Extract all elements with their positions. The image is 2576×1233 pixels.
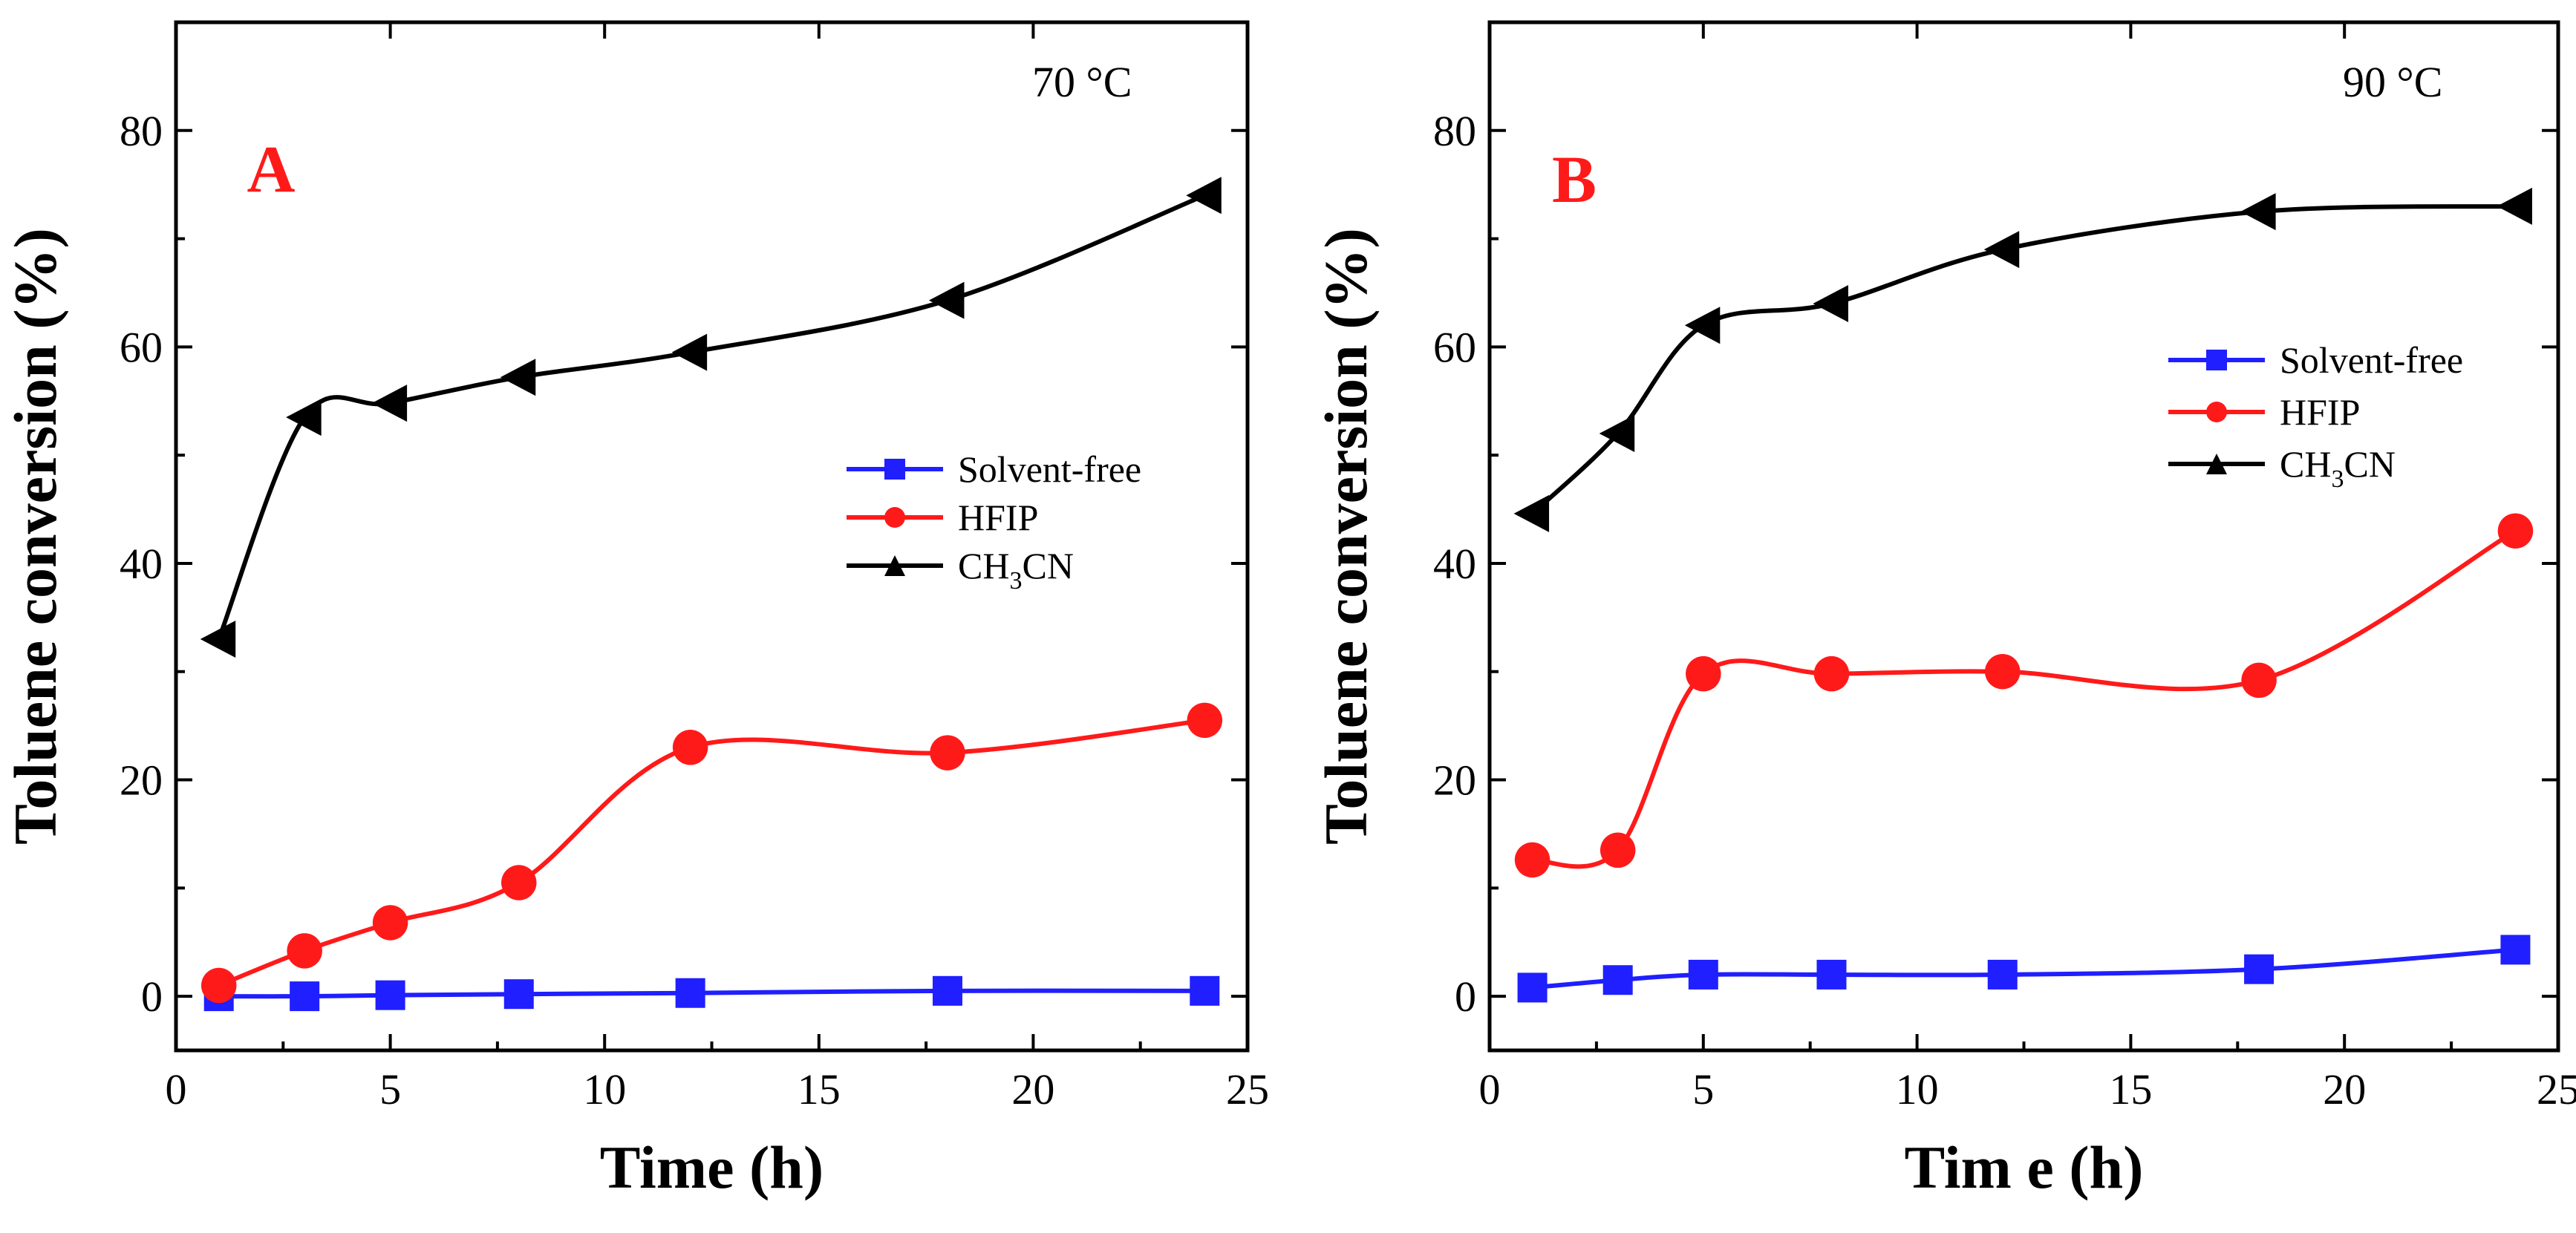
legend-label-solvent-free: Solvent-free — [2280, 339, 2463, 381]
data-point-hfip — [2497, 513, 2534, 549]
x-tick-label: 5 — [1692, 1065, 1714, 1113]
data-point-hfip — [930, 735, 965, 771]
legend-marker-ch-cn — [2206, 454, 2227, 474]
x-axis-title: Time (h) — [600, 1134, 824, 1201]
data-point-hfip — [1984, 653, 2021, 690]
legend-marker-solvent-free — [884, 459, 905, 480]
series-line-solvent-free — [1532, 947, 2516, 990]
data-point-solvent-free — [1688, 959, 1718, 990]
legend-label-hfip: HFIP — [958, 497, 1038, 538]
data-point-solvent-free — [503, 979, 534, 1010]
panel-b: 0 5 10 15 20 25 0 20 40 60 80 Tim e (h) Toluene conv… — [1312, 20, 2576, 1201]
y-tick-label: 60 — [120, 323, 163, 371]
data-point-hfip — [372, 905, 408, 941]
y-tick-label: 80 — [1433, 107, 1476, 155]
data-point-ch-cn — [1186, 177, 1222, 215]
data-point-solvent-free — [1517, 972, 1548, 1003]
y-axis-title: Toluene conversion (%) — [1312, 228, 1380, 845]
temperature-label: 70 °C — [1032, 58, 1132, 106]
legend-label-hfip: HFIP — [2280, 391, 2360, 433]
data-point-ch-cn — [928, 281, 965, 319]
data-point-solvent-free — [1190, 975, 1220, 1006]
x-tick-label: 5 — [379, 1065, 401, 1113]
data-point-ch-cn — [1813, 285, 1848, 323]
data-point-hfip — [672, 730, 708, 765]
series-line-solvent-free — [218, 988, 1205, 999]
data-point-hfip — [2241, 662, 2277, 699]
data-point-ch-cn — [2240, 193, 2276, 231]
x-tick-label: 25 — [2537, 1065, 2576, 1113]
x-tick-label: 15 — [798, 1065, 841, 1113]
x-tick-label: 0 — [166, 1065, 187, 1113]
data-point-ch-cn — [2497, 187, 2532, 225]
series-line-hfip — [218, 718, 1205, 988]
y-tick-label: 0 — [1455, 972, 1476, 1021]
legend-marker-ch-cn — [884, 555, 905, 576]
data-point-ch-cn — [1983, 231, 2020, 269]
data-point-hfip — [287, 933, 322, 969]
x-tick-label: 20 — [2323, 1065, 2366, 1113]
legend-marker-hfip — [884, 507, 905, 528]
data-point-solvent-free — [2244, 954, 2275, 984]
data-point-ch-cn — [371, 385, 408, 422]
y-tick-label: 80 — [120, 107, 163, 155]
plot-frame — [174, 20, 1250, 1053]
x-axis-title: Tim e (h) — [1905, 1134, 2144, 1201]
data-point-ch-cn — [1684, 307, 1721, 344]
x-tick-label: 10 — [1896, 1065, 1939, 1113]
y-tick-label: 40 — [1433, 540, 1476, 588]
data-point-ch-cn — [200, 621, 236, 658]
legend-marker-hfip — [2206, 402, 2227, 422]
data-point-ch-cn — [671, 333, 708, 371]
y-tick-label: 20 — [1433, 756, 1476, 805]
panel-label: B — [1552, 143, 1597, 217]
data-point-ch-cn — [1599, 415, 1635, 452]
panel-label: A — [247, 133, 296, 206]
data-point-solvent-free — [2500, 935, 2531, 965]
data-point-hfip — [1187, 702, 1223, 739]
temperature-label: 90 °C — [2343, 58, 2442, 106]
x-tick-label: 20 — [1011, 1065, 1054, 1113]
data-point-hfip — [501, 865, 537, 900]
y-tick-label: 40 — [120, 540, 163, 588]
panel-a: 0 5 10 15 20 25 0 20 40 60 80 Time (h) Toluene conve… — [1, 20, 1269, 1201]
x-tick-label: 25 — [1226, 1065, 1269, 1113]
data-point-hfip — [1686, 655, 1721, 692]
data-point-solvent-free — [290, 981, 320, 1012]
series-line-hfip — [1532, 529, 2517, 869]
legend-label-ch-cn: CH3CN — [958, 545, 1074, 595]
data-point-ch-cn — [500, 359, 536, 396]
data-point-hfip — [1813, 655, 1850, 692]
data-point-solvent-free — [1816, 959, 1847, 990]
data-point-solvent-free — [675, 978, 705, 1008]
y-tick-label: 20 — [120, 756, 163, 805]
legend-label-solvent-free: Solvent-free — [958, 448, 1141, 490]
data-point-solvent-free — [1602, 965, 1633, 995]
data-point-solvent-free — [1987, 959, 2018, 990]
data-point-hfip — [1514, 842, 1551, 878]
plot-frame — [1487, 20, 2560, 1053]
x-tick-label: 0 — [1479, 1065, 1501, 1113]
data-point-ch-cn — [286, 399, 322, 436]
legend-label-ch-cn: CH3CN — [2280, 443, 2396, 493]
y-tick-label: 60 — [1433, 323, 1476, 371]
y-axis-title: Toluene conversion (%) — [1, 228, 69, 845]
x-tick-label: 15 — [2109, 1065, 2152, 1113]
data-point-hfip — [200, 967, 237, 1004]
x-tick-label: 10 — [583, 1065, 626, 1113]
data-point-solvent-free — [932, 975, 962, 1006]
legend-marker-solvent-free — [2206, 350, 2227, 370]
y-tick-label: 0 — [141, 972, 163, 1021]
data-point-hfip — [1600, 832, 1636, 869]
data-point-solvent-free — [375, 980, 405, 1010]
data-point-ch-cn — [1513, 494, 1550, 532]
